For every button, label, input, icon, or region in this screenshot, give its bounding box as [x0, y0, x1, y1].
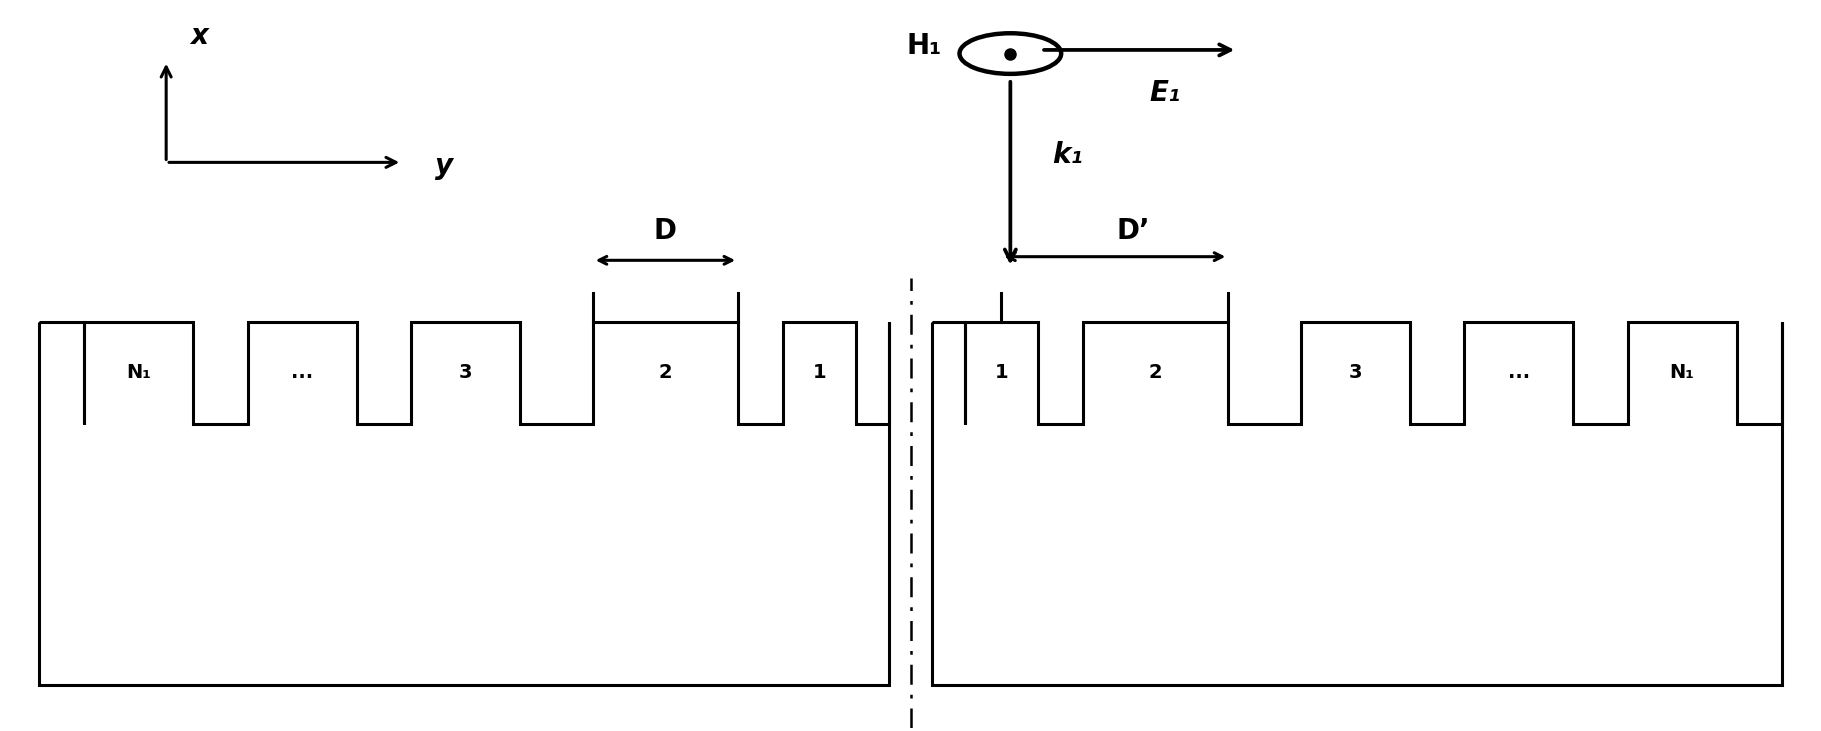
Text: 2: 2 [659, 363, 672, 382]
Text: N₁: N₁ [126, 363, 151, 382]
Text: 1: 1 [994, 363, 1009, 382]
Text: 3: 3 [459, 363, 472, 382]
Text: y: y [435, 152, 453, 180]
Text: N₁: N₁ [1670, 363, 1695, 382]
Text: H₁: H₁ [907, 32, 941, 60]
Text: 1: 1 [812, 363, 827, 382]
Text: x: x [189, 22, 208, 50]
Text: ...: ... [291, 363, 313, 382]
Text: k₁: k₁ [1053, 141, 1083, 169]
Text: D’: D’ [1116, 216, 1149, 245]
Text: E₁: E₁ [1149, 79, 1180, 107]
Text: ...: ... [1508, 363, 1530, 382]
Text: 3: 3 [1349, 363, 1362, 382]
Text: D: D [654, 216, 677, 245]
Text: 2: 2 [1149, 363, 1162, 382]
